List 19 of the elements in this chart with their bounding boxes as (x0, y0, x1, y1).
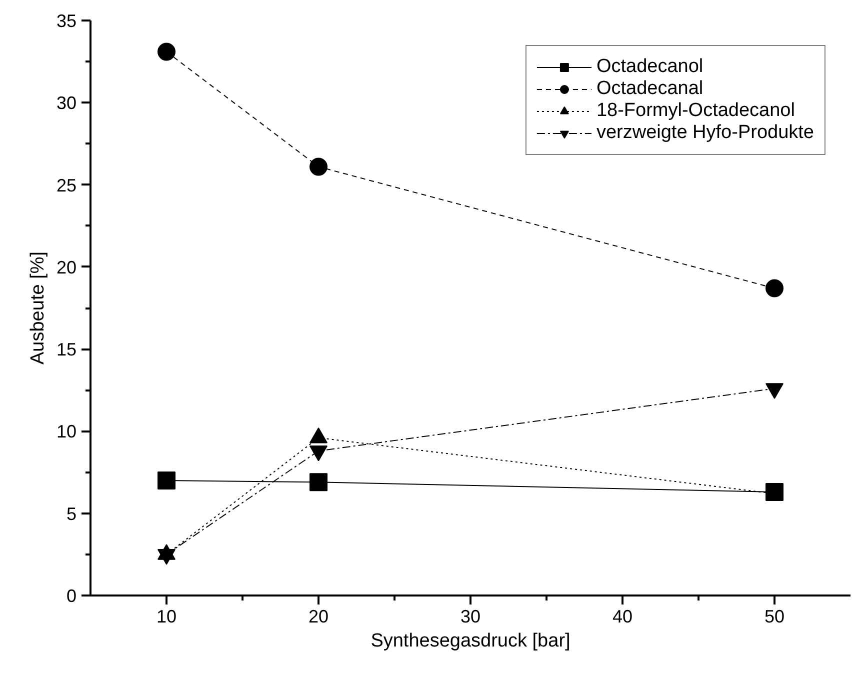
x-tick-label: 40 (612, 606, 633, 626)
y-tick-label: 20 (56, 257, 77, 278)
legend-label: verzweigte Hyfo-Produkte (596, 122, 814, 144)
x-tick-label: 30 (460, 606, 481, 626)
y-tick-label: 35 (56, 11, 77, 31)
y-tick-label: 10 (56, 422, 77, 442)
y-tick-label: 25 (56, 175, 77, 196)
y-tick-label: 30 (56, 93, 77, 114)
legend-label: Octadecanal (596, 78, 704, 100)
y-axis-title: Ausbeute [%] (27, 251, 48, 365)
x-tick-label: 50 (764, 606, 785, 626)
y-tick-label: 5 (66, 504, 77, 524)
legend-label: 18-Formyl-Octadecanol (596, 100, 795, 122)
legend-label: Octadecanol (596, 56, 704, 78)
x-axis-title: Synthesegasdruck [bar] (370, 630, 570, 652)
y-tick-label: 15 (56, 340, 77, 360)
x-tick-label: 20 (308, 606, 329, 626)
y-tick-label: 0 (66, 586, 77, 606)
x-tick-label: 10 (156, 606, 177, 626)
